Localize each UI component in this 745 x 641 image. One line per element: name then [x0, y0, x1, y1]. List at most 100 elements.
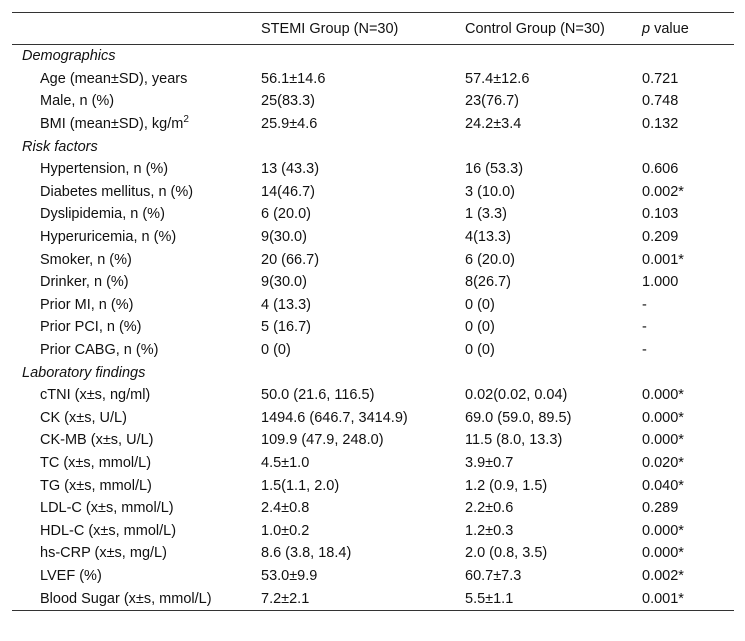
value-cell: 0.000*	[642, 522, 684, 539]
value-cell: 1.2±0.3	[465, 522, 514, 539]
value-cell: 1.5(1.1, 2.0)	[261, 477, 340, 494]
value-cell: 0.001*	[642, 590, 684, 607]
value-cell: 0.289	[642, 500, 679, 517]
label-cell: HDL-C (x±s, mmol/L)	[40, 522, 177, 539]
section-row: Laboratory findings	[12, 361, 734, 384]
value-cell: 0.000*	[642, 432, 684, 449]
value-cell: 13 (43.3)	[261, 161, 320, 178]
value-cell: 0.721	[642, 70, 679, 87]
value-cell: 5 (16.7)	[261, 319, 311, 336]
value-cell: 9(30.0)	[261, 274, 307, 291]
value-cell: 20 (66.7)	[261, 251, 320, 268]
data-table: STEMI Group (N=30) Control Group (N=30) …	[12, 12, 734, 611]
table-body: Demographics Age (mean±SD), years 56.1±14.…	[12, 45, 734, 611]
label-superscript: 2	[183, 114, 189, 126]
value-cell: 56.1±14.6	[261, 70, 326, 87]
value-cell: 0.020*	[642, 454, 684, 471]
value-cell: 0.748	[642, 93, 679, 110]
value-cell: 25.9±4.6	[261, 116, 318, 133]
label-cell: Male, n (%)	[40, 93, 115, 110]
p-italic: p	[642, 20, 651, 37]
value-cell: 0.000*	[642, 387, 684, 404]
value-cell: 24.2±3.4	[465, 116, 522, 133]
data-row: TG (x±s, mmol/L) 1.5(1.1, 2.0) 1.2 (0.9, 1…	[12, 474, 734, 497]
data-row: Hypertension, n (%) 13 (43.3) 16 (53.3) 0.6…	[12, 158, 734, 181]
label-cell: Prior PCI, n (%)	[40, 319, 142, 336]
header-cell: Control Group (N=30)	[465, 20, 605, 37]
value-cell: 11.5 (8.0, 13.3)	[465, 432, 563, 449]
value-cell: 0.103	[642, 206, 679, 223]
value-cell: 3 (10.0)	[465, 183, 515, 200]
value-cell: 25(83.3)	[261, 93, 316, 110]
value-cell: 2.4±0.8	[261, 500, 310, 517]
label-cell: Prior MI, n (%)	[40, 296, 134, 313]
data-row: cTNI (x±s, ng/ml) 50.0 (21.6, 116.5) 0.02(…	[12, 384, 734, 407]
value-cell: 0 (0)	[465, 342, 495, 359]
data-row: Drinker, n (%) 9(30.0) 8(26.7) 1.000	[12, 271, 734, 294]
value-cell: 4 (13.3)	[261, 296, 311, 313]
data-row: Diabetes mellitus, n (%) 14(46.7) 3 (10.0)…	[12, 181, 734, 204]
label-cell: CK-MB (x±s, U/L)	[40, 432, 154, 449]
label-cell: TG (x±s, mmol/L)	[40, 477, 152, 494]
data-row: hs-CRP (x±s, mg/L) 8.6 (3.8, 18.4) 2.0 (0.…	[12, 542, 734, 565]
value-cell: 4(13.3)	[465, 229, 511, 246]
data-row: CK-MB (x±s, U/L) 109.9 (47.9, 248.0) 11.5 …	[12, 429, 734, 452]
data-row: HDL-C (x±s, mmol/L) 1.0±0.2 1.2±0.3 0.000*	[12, 519, 734, 542]
data-row: Prior PCI, n (%) 5 (16.7) 0 (0) -	[12, 316, 734, 339]
data-row: LVEF (%) 53.0±9.9 60.7±7.3 0.002*	[12, 565, 734, 588]
label-cell: BMI (mean±SD), kg/m2	[12, 113, 261, 136]
header-row: STEMI Group (N=30) Control Group (N=30) …	[12, 12, 734, 45]
section-title: Risk factors	[22, 138, 98, 155]
data-row: Blood Sugar (x±s, mmol/L) 7.2±2.1 5.5±1.1 0…	[12, 587, 734, 611]
value-cell: 0.001*	[642, 251, 684, 268]
value-cell: 8(26.7)	[465, 274, 511, 291]
value-cell: 1 (3.3)	[465, 206, 507, 223]
data-row: CK (x±s, U/L) 1494.6 (646.7, 3414.9) 69.0 …	[12, 407, 734, 430]
value-cell: 4.5±1.0	[261, 454, 310, 471]
value-cell: 0.000*	[642, 545, 684, 562]
header-cell	[12, 13, 261, 45]
value-cell: 0 (0)	[465, 319, 495, 336]
value-cell: 3.9±0.7	[465, 454, 514, 471]
value-cell: 23(76.7)	[465, 93, 520, 110]
value-cell: 0.606	[642, 161, 679, 178]
label-cell: Age (mean±SD), years	[40, 70, 188, 87]
label-cell: Hypertension, n (%)	[40, 161, 169, 178]
data-row: Male, n (%) 25(83.3) 23(76.7) 0.748	[12, 90, 734, 113]
value-cell: 109.9 (47.9, 248.0)	[261, 432, 384, 449]
label-cell: CK (x±s, U/L)	[40, 409, 127, 426]
value-cell: -	[642, 296, 647, 313]
data-row: LDL-C (x±s, mmol/L) 2.4±0.8 2.2±0.6 0.289	[12, 497, 734, 520]
p-rest: value	[654, 20, 689, 37]
value-cell: 1494.6 (646.7, 3414.9)	[261, 409, 408, 426]
data-row: Hyperuricemia, n (%) 9(30.0) 4(13.3) 0.209	[12, 226, 734, 249]
label-text: BMI (mean±SD), kg/m	[40, 116, 184, 133]
label-cell: TC (x±s, mmol/L)	[40, 454, 152, 471]
value-cell: 14(46.7)	[261, 183, 316, 200]
data-row: Smoker, n (%) 20 (66.7) 6 (20.0) 0.001*	[12, 248, 734, 271]
value-cell: 6 (20.0)	[465, 251, 515, 268]
label-cell: Drinker, n (%)	[40, 274, 129, 291]
value-cell: -	[642, 319, 647, 336]
value-cell: 0.002*	[642, 567, 684, 584]
label-cell: LDL-C (x±s, mmol/L)	[40, 500, 174, 517]
value-cell: 5.5±1.1	[465, 590, 514, 607]
data-row: BMI (mean±SD), kg/m2 25.9±4.6 24.2±3.4 0.13…	[12, 113, 734, 136]
label-cell: hs-CRP (x±s, mg/L)	[40, 545, 167, 562]
section-row: Risk factors	[12, 135, 734, 158]
value-cell: 0 (0)	[465, 296, 495, 313]
value-cell: 9(30.0)	[261, 229, 307, 246]
label-cell: Smoker, n (%)	[40, 251, 132, 268]
data-row: Prior MI, n (%) 4 (13.3) 0 (0) -	[12, 294, 734, 317]
data-row: Prior CABG, n (%) 0 (0) 0 (0) -	[12, 339, 734, 362]
data-row: Age (mean±SD), years 56.1±14.6 57.4±12.6 0.…	[12, 68, 734, 91]
value-cell: 57.4±12.6	[465, 70, 530, 87]
value-cell: 0.002*	[642, 183, 684, 200]
section-row: Demographics	[12, 45, 734, 68]
value-cell: 2.0 (0.8, 3.5)	[465, 545, 548, 562]
value-cell: 0.000*	[642, 409, 684, 426]
label-cell: Diabetes mellitus, n (%)	[40, 183, 194, 200]
value-cell: 8.6 (3.8, 18.4)	[261, 545, 352, 562]
data-row: TC (x±s, mmol/L) 4.5±1.0 3.9±0.7 0.020*	[12, 452, 734, 475]
